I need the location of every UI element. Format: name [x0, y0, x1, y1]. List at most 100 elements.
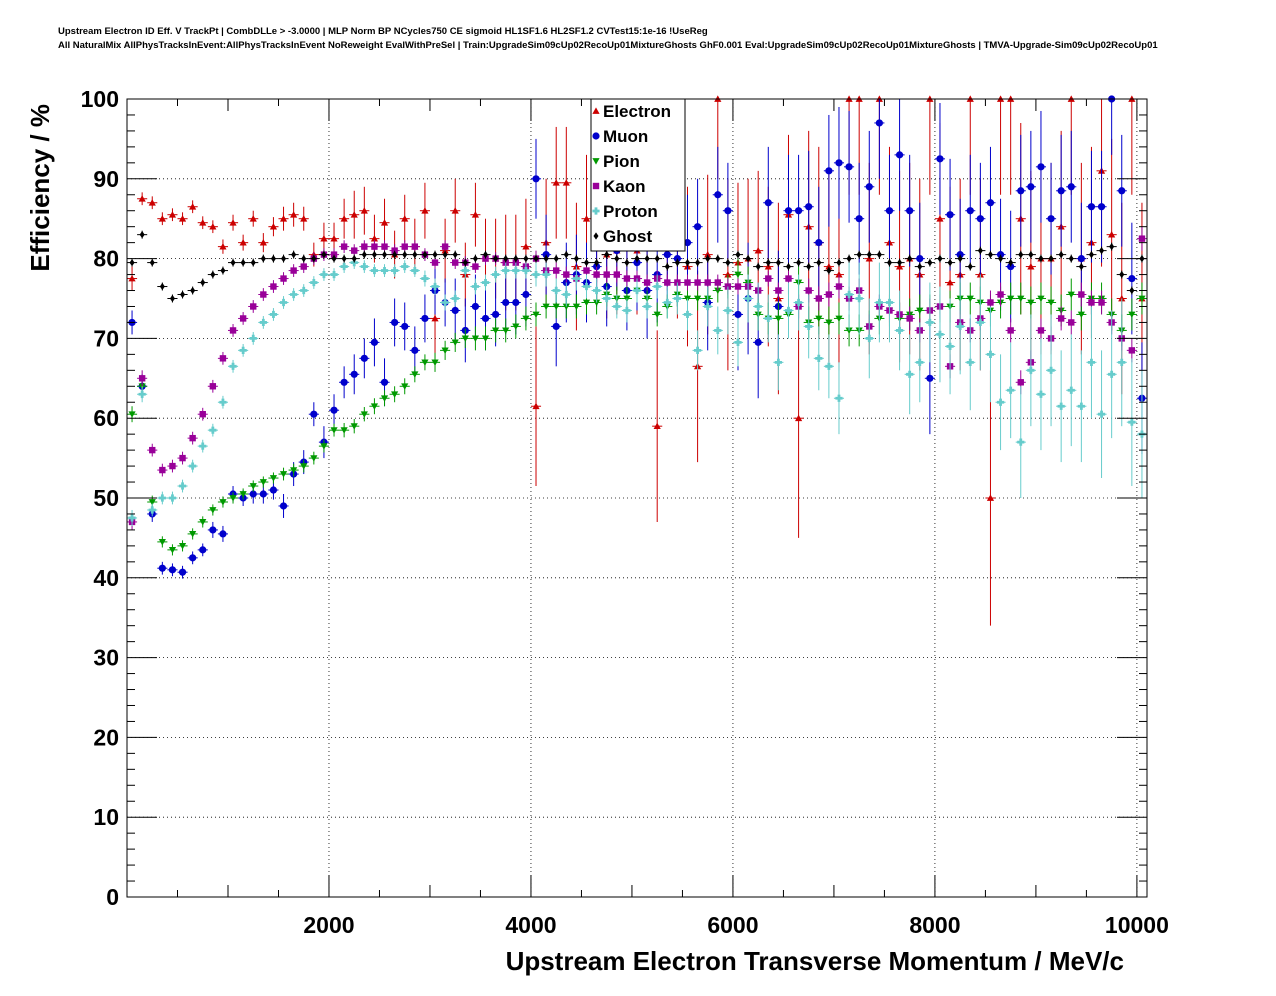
muon-marker — [916, 255, 924, 263]
muon-marker — [815, 239, 823, 247]
proton-point — [965, 314, 976, 411]
x-axis-title: Upstream Electron Transverse Momentum / … — [506, 946, 1124, 976]
ghost-point — [278, 254, 289, 263]
muon-marker — [259, 490, 267, 498]
proton-marker — [613, 302, 621, 311]
muon-point — [823, 114, 834, 227]
kaon-marker — [603, 271, 610, 278]
muon-marker — [391, 318, 399, 327]
proton-point — [399, 260, 410, 273]
proton-marker — [623, 306, 631, 315]
muon-point — [359, 338, 370, 379]
proton-point — [157, 491, 168, 505]
muon-marker — [936, 155, 944, 163]
ghost-marker — [1119, 270, 1125, 279]
kaon-marker — [1078, 291, 1085, 298]
muon-marker — [1087, 203, 1096, 211]
pion-marker — [774, 315, 782, 323]
pion-point — [460, 328, 471, 348]
ghost-marker — [462, 258, 468, 267]
electron-marker — [300, 215, 308, 222]
ghost-marker — [937, 255, 943, 263]
muon-point — [813, 186, 824, 299]
ghost-point — [854, 250, 865, 259]
muon-point — [1106, 95, 1117, 155]
pion-marker — [209, 507, 217, 514]
proton-marker — [976, 318, 984, 327]
proton-point — [541, 262, 552, 287]
ghost-point — [662, 262, 673, 271]
muon-marker — [189, 554, 197, 562]
muon-point — [934, 102, 946, 215]
proton-marker — [481, 278, 490, 287]
ghost-marker — [180, 290, 186, 299]
proton-marker — [1097, 410, 1106, 418]
ghost-point — [833, 258, 845, 267]
ghost-marker — [210, 270, 216, 279]
proton-marker — [1037, 390, 1045, 398]
pion-marker — [350, 423, 358, 430]
proton-point — [480, 274, 491, 291]
pion-marker — [1138, 295, 1146, 303]
legend-entry-pion: Pion — [592, 152, 640, 171]
ghost-point — [440, 250, 451, 259]
kaon-marker — [583, 267, 590, 274]
muon-point — [1025, 130, 1036, 243]
ghost-point — [349, 254, 360, 263]
electron-marker — [259, 239, 267, 246]
ghost-marker — [392, 251, 398, 259]
proton-marker — [441, 298, 449, 307]
kaon-marker — [997, 291, 1004, 298]
electron-point — [450, 178, 461, 243]
ghost-point — [571, 254, 582, 263]
electron-marker — [552, 179, 560, 186]
kaon-marker — [593, 271, 600, 278]
ghost-point — [601, 250, 612, 259]
kaon-marker — [199, 411, 206, 418]
muon-marker — [1057, 187, 1065, 195]
muon-marker — [340, 378, 348, 386]
ghost-point — [692, 258, 703, 267]
kaon-marker — [381, 243, 388, 250]
proton-marker — [744, 294, 752, 303]
y-tick-label: 0 — [106, 884, 119, 910]
pion-marker — [492, 327, 500, 335]
ghost-marker — [664, 262, 670, 271]
ghost-point — [429, 250, 441, 259]
ghost-marker — [957, 255, 963, 263]
electron-marker — [370, 235, 379, 242]
proton-marker — [835, 394, 843, 402]
electron-marker — [350, 211, 358, 218]
ghost-point — [197, 278, 208, 287]
pion-point — [541, 294, 552, 319]
ghost-point — [379, 250, 390, 259]
proton-point — [934, 286, 946, 383]
ghost-marker — [745, 255, 751, 263]
ghost-point — [591, 258, 602, 267]
proton-marker — [926, 318, 934, 327]
proton-point — [712, 306, 723, 355]
proton-marker — [340, 262, 348, 271]
proton-marker — [815, 354, 823, 362]
pion-point — [1066, 278, 1077, 311]
ghost-marker — [260, 255, 266, 263]
electron-marker — [279, 215, 288, 222]
proton-marker — [603, 294, 611, 303]
muon-marker — [956, 251, 964, 259]
muon-marker — [885, 207, 894, 215]
muon-marker — [865, 183, 873, 191]
ghost-marker — [553, 255, 559, 263]
ghost-point — [409, 250, 420, 259]
electron-point — [1126, 95, 1137, 195]
chart-title-line-2: All NaturalMix AllPhysTracksInEvent:AllP… — [58, 40, 1158, 51]
proton-marker — [290, 290, 298, 299]
pion-marker — [239, 491, 247, 498]
kaon-marker — [189, 434, 196, 442]
ghost-marker — [533, 255, 539, 263]
proton-marker — [825, 362, 833, 370]
ghost-point — [298, 254, 309, 263]
pion-marker — [269, 475, 278, 482]
ghost-marker — [493, 255, 499, 263]
kaon-marker — [765, 275, 772, 282]
